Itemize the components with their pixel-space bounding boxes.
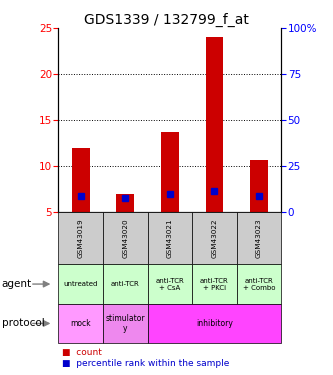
Text: ■  count: ■ count [62,348,102,357]
Text: ■  percentile rank within the sample: ■ percentile rank within the sample [62,359,229,368]
Text: anti-TCR
+ Combo: anti-TCR + Combo [243,278,275,291]
Text: anti-TCR
+ PKCi: anti-TCR + PKCi [200,278,229,291]
Text: anti-TCR: anti-TCR [111,281,140,287]
Bar [205,38,223,212]
Bar [161,132,179,212]
Text: GSM43023: GSM43023 [256,218,262,258]
Text: GSM43019: GSM43019 [78,218,84,258]
Text: GSM43020: GSM43020 [122,218,128,258]
Text: protocol: protocol [2,318,44,328]
Bar [250,159,268,212]
Text: stimulator
y: stimulator y [106,314,145,333]
Text: GDS1339 / 132799_f_at: GDS1339 / 132799_f_at [84,13,249,27]
Text: anti-TCR
+ CsA: anti-TCR + CsA [156,278,184,291]
Text: GSM43022: GSM43022 [211,218,217,258]
Text: untreated: untreated [63,281,98,287]
Bar [116,194,134,212]
Text: inhibitory: inhibitory [196,319,233,328]
Text: GSM43021: GSM43021 [167,218,173,258]
Bar [72,148,90,212]
Text: mock: mock [70,319,91,328]
Text: agent: agent [2,279,32,289]
